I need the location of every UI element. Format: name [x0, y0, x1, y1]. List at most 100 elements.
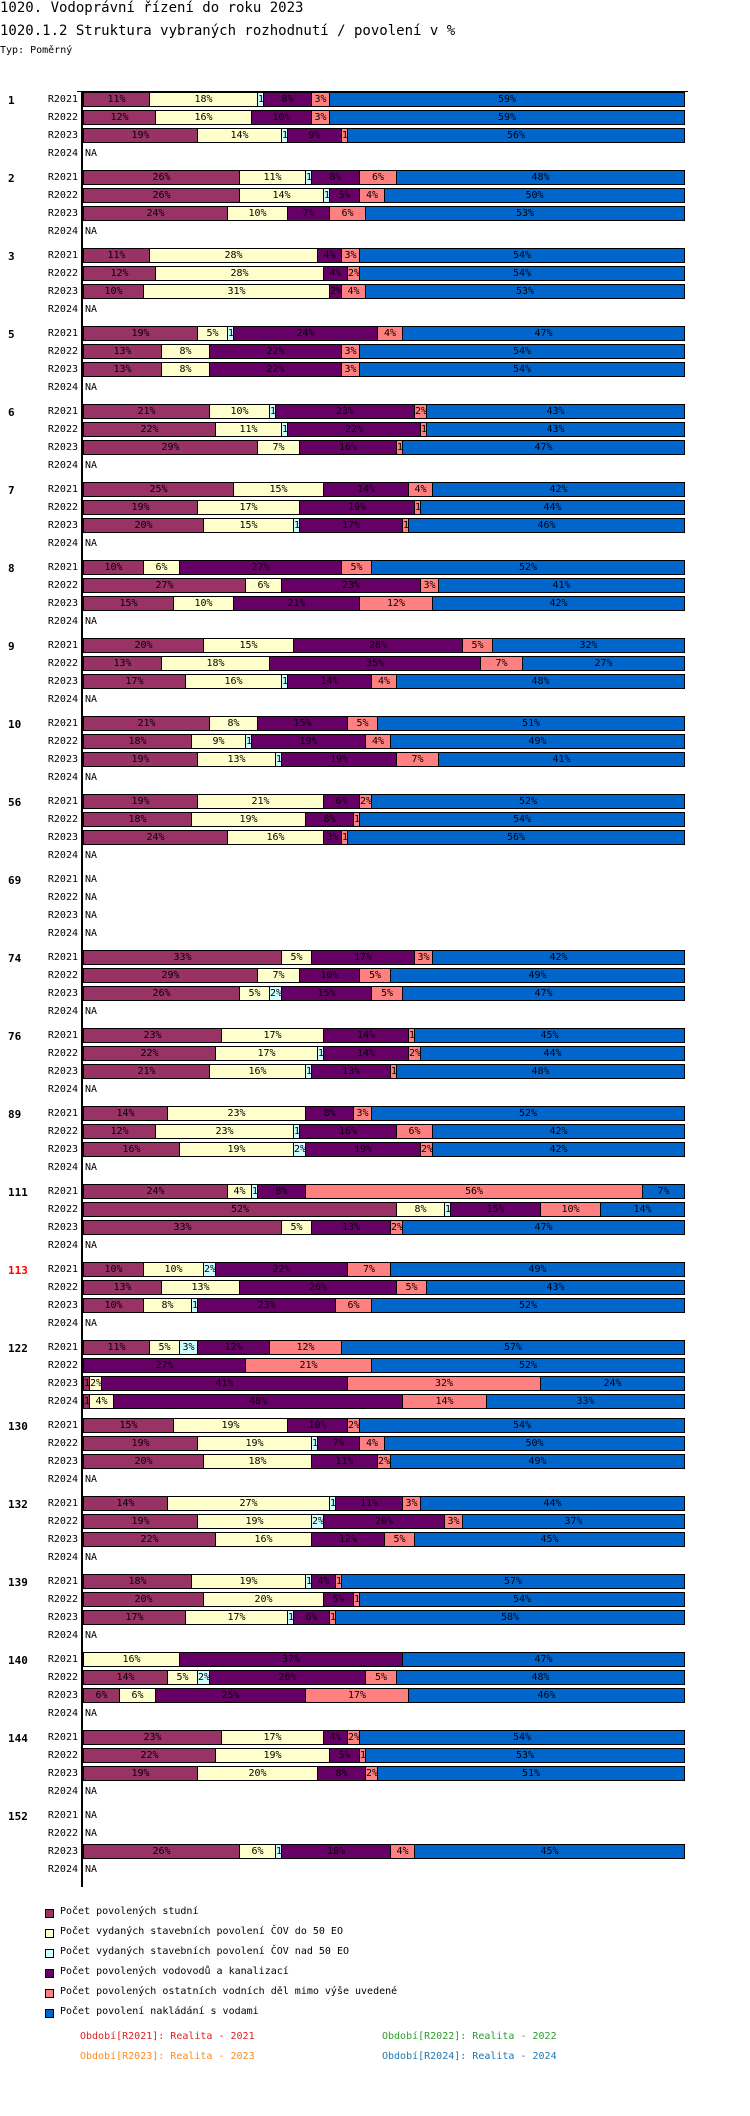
- bar-segment: 45%: [414, 1532, 685, 1547]
- bar-segment: 19%: [215, 1748, 330, 1763]
- na-label: NA: [85, 910, 98, 921]
- bar-segment: 49%: [390, 1262, 685, 1277]
- legend-label: Počet vydaných stavebních povolení ČOV n…: [60, 1946, 349, 1957]
- bar-segment: 29%: [83, 968, 258, 983]
- bar-segment: 19%: [191, 1574, 306, 1589]
- bar-segment: 17%: [197, 500, 300, 515]
- legend-swatch-icon: [45, 1969, 54, 1978]
- bar-segment: 5%: [323, 1592, 354, 1607]
- period-label: R2021: [47, 1108, 78, 1119]
- bar-segment: 42%: [432, 1142, 685, 1157]
- bar-segment: 4%: [89, 1394, 114, 1409]
- period-label: R2021: [47, 172, 78, 183]
- group-label: 6: [8, 406, 15, 419]
- bar-segment: 28%: [155, 266, 324, 281]
- period-label: R2021: [47, 1342, 78, 1353]
- period-label: R2022: [47, 1750, 78, 1761]
- period-label: R2022: [47, 892, 78, 903]
- bar-segment: 33%: [486, 1394, 685, 1409]
- bar-segment: 22%: [215, 1262, 348, 1277]
- period-label: R2021: [47, 640, 78, 651]
- bar-segment: 10%: [143, 1262, 204, 1277]
- bar-segment: 5%: [329, 1748, 360, 1763]
- legend-label: Počet povolených vodovodů a kanalizací: [60, 1966, 289, 1977]
- bar-segment: 11%: [83, 248, 150, 263]
- period-label: R2022: [47, 736, 78, 747]
- bar-segment: 15%: [257, 716, 348, 731]
- group-label: 152: [8, 1810, 28, 1823]
- period-label: R2024: [47, 1318, 78, 1329]
- bar-segment: 4%: [323, 1730, 348, 1745]
- bar-segment: 19%: [197, 1514, 312, 1529]
- bar-segment: 33%: [83, 1220, 282, 1235]
- period-label: R2023: [47, 364, 78, 375]
- category-axis-line: [81, 92, 83, 1887]
- bar-segment: 20%: [197, 1766, 318, 1781]
- na-label: NA: [85, 148, 98, 159]
- bar-segment: 6%: [335, 1298, 372, 1313]
- group-label: 74: [8, 952, 22, 965]
- bar-segment: 3%: [353, 1106, 372, 1121]
- bar-segment: 11%: [215, 422, 282, 437]
- bar-segment: 26%: [83, 170, 240, 185]
- na-label: NA: [85, 382, 98, 393]
- na-label: NA: [85, 694, 98, 705]
- na-label: NA: [85, 226, 98, 237]
- group-label: 3: [8, 250, 15, 263]
- bar-segment: 56%: [347, 830, 685, 845]
- period-label: R2024: [47, 1630, 78, 1641]
- legend-swatch-icon: [45, 1949, 54, 1958]
- bar-segment: 12%: [83, 110, 156, 125]
- bar-segment: 13%: [83, 344, 162, 359]
- bar-segment: 15%: [233, 482, 324, 497]
- bar-segment: 3%: [311, 110, 330, 125]
- group-label: 122: [8, 1342, 28, 1355]
- bar-segment: 22%: [209, 362, 342, 377]
- period-label: R2023: [47, 1066, 78, 1077]
- bar-segment: 14%: [239, 188, 324, 203]
- period-label: R2024: [47, 1552, 78, 1563]
- legend-label: Počet povolení nakládání s vodami: [60, 2006, 259, 2017]
- bar-segment: 13%: [83, 362, 162, 377]
- na-label: NA: [85, 1318, 98, 1329]
- bar-segment: 20%: [83, 1592, 204, 1607]
- period-label: R2023: [47, 1222, 78, 1233]
- group-label: 132: [8, 1498, 28, 1511]
- group-label: 111: [8, 1186, 28, 1199]
- bar-segment: 14%: [600, 1202, 685, 1217]
- bar-segment: 5%: [347, 716, 378, 731]
- bar-segment: 29%: [83, 440, 258, 455]
- bar-segment: 6%: [323, 794, 360, 809]
- bar-segment: 17%: [83, 674, 186, 689]
- bar-segment: 45%: [414, 1844, 685, 1859]
- bar-segment: 16%: [83, 1652, 180, 1667]
- period-label: R2023: [47, 1456, 78, 1467]
- bar-segment: 54%: [359, 812, 685, 827]
- bar-segment: 3%: [420, 578, 439, 593]
- bar-segment: 8%: [311, 170, 360, 185]
- bar-segment: 4%: [359, 188, 385, 203]
- period-label: R2023: [47, 1378, 78, 1389]
- period-label: R2021: [47, 718, 78, 729]
- bar-segment: 58%: [335, 1610, 685, 1625]
- bar-segment: 7%: [347, 1262, 391, 1277]
- bar-segment: 21%: [83, 716, 210, 731]
- period-label: R2024: [47, 1240, 78, 1251]
- bar-segment: 16%: [299, 440, 397, 455]
- bar-segment: 15%: [83, 596, 174, 611]
- bar-segment: 17%: [185, 1610, 288, 1625]
- bar-segment: 6%: [293, 1610, 330, 1625]
- bar-segment: 26%: [239, 1280, 397, 1295]
- bar-segment: 14%: [83, 1106, 168, 1121]
- bar-segment: 5%: [341, 560, 372, 575]
- bar-segment: 12%: [311, 1532, 385, 1547]
- na-label: NA: [85, 1162, 98, 1173]
- bar-segment: 35%: [269, 656, 481, 671]
- bar-segment: 20%: [83, 638, 204, 653]
- bar-segment: 8%: [209, 716, 258, 731]
- bar-segment: 49%: [390, 734, 685, 749]
- top-axis-line: [77, 91, 688, 92]
- bar-segment: 11%: [335, 1496, 403, 1511]
- bar-segment: 8%: [305, 812, 354, 827]
- period-label: R2021: [47, 1420, 78, 1431]
